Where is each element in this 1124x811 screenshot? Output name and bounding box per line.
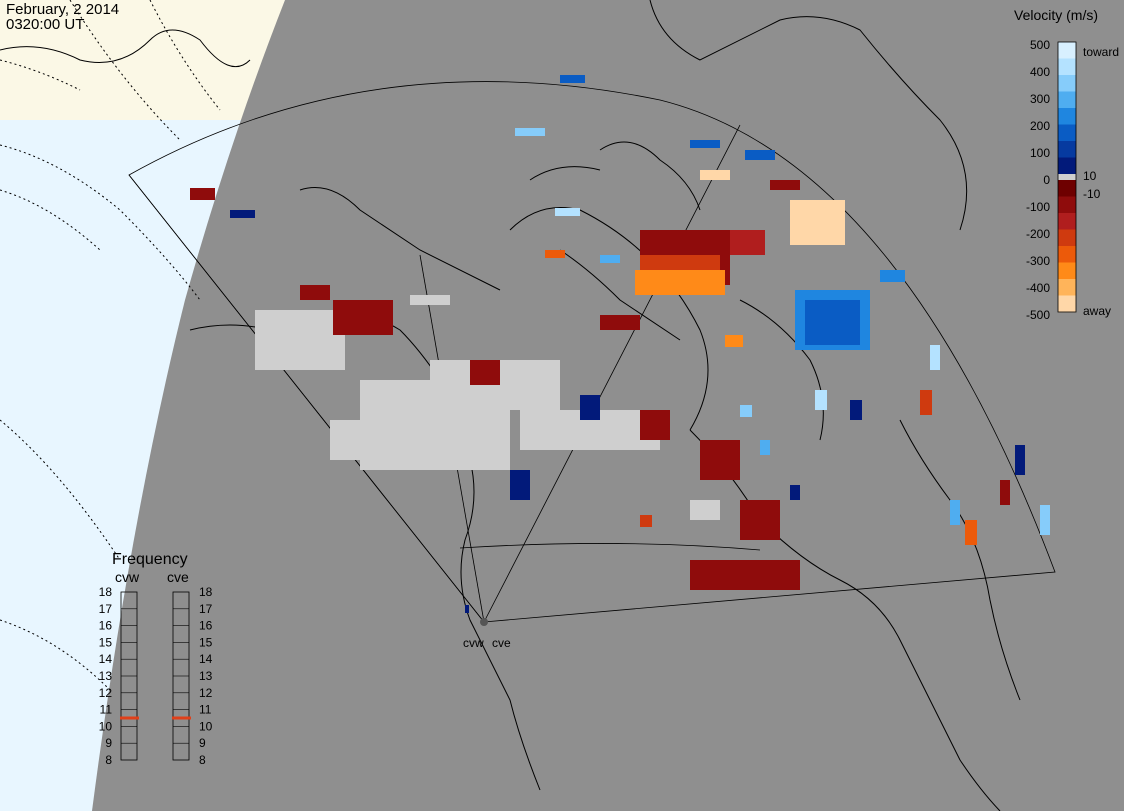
frequency-tick-label: 9: [199, 736, 206, 750]
velocity-color-away-0: [1058, 180, 1076, 197]
velocity-tick-label: -100: [1026, 200, 1050, 214]
velocity-color-away-4: [1058, 246, 1076, 263]
frequency-tick-label: 17: [199, 602, 213, 616]
frequency-col-cve: cve: [167, 569, 189, 585]
velocity-color-toward-1: [1058, 58, 1076, 76]
toward-velocity-cells: [230, 75, 1050, 613]
frequency-tick-label: 8: [199, 753, 206, 767]
velocity-colorbar: [1057, 41, 1077, 313]
radar-site-marker: [480, 618, 488, 626]
date-label: February, 2 2014: [6, 1, 120, 18]
latitude-grid: [0, 0, 221, 691]
ground-scatter-cells: [255, 295, 720, 520]
velocity-label-toward: toward: [1083, 45, 1119, 59]
frequency-col-cvw: cvw: [115, 569, 140, 585]
velocity-color-toward-3: [1058, 91, 1076, 109]
velocity-tick-label: -400: [1026, 281, 1050, 295]
velocity-tick-label: 100: [1030, 146, 1050, 160]
frequency-columns: 18 17 16 15 14 13 12 11 10 9 8 18 17 16 15 14 13 12 11 10 9 8: [99, 585, 213, 767]
velocity-label-away: away: [1083, 304, 1111, 318]
frequency-tick-label: 18: [199, 585, 213, 599]
frequency-tick-label: 16: [199, 619, 213, 633]
velocity-color-toward-7: [1058, 157, 1076, 175]
velocity-color-away-1: [1058, 196, 1076, 214]
frequency-tick-label: 14: [199, 652, 213, 666]
velocity-color-away-3: [1058, 229, 1076, 247]
velocity-color-zero: [1058, 174, 1076, 180]
velocity-legend-title: Velocity (m/s): [1014, 7, 1098, 23]
frequency-tick-label: 15: [199, 635, 213, 649]
map-region: [92, 0, 1124, 811]
velocity-color-away-2: [1058, 213, 1076, 230]
frequency-tick-label: 10: [99, 719, 113, 733]
velocity-color-toward-0: [1058, 42, 1076, 59]
velocity-color-toward-4: [1058, 108, 1076, 125]
frequency-tick-label: 16: [99, 619, 113, 633]
velocity-color-away-5: [1058, 262, 1076, 280]
radar-label-cve: cve: [492, 636, 511, 650]
velocity-tick-label: -300: [1026, 254, 1050, 268]
velocity-colorbar-frame: [1057, 41, 1077, 313]
velocity-tick-label: 500: [1030, 38, 1050, 52]
velocity-color-toward-6: [1058, 141, 1076, 158]
echo-cells: [190, 75, 1050, 613]
frequency-tick-label: 14: [99, 652, 113, 666]
velocity-tick-label: -500: [1026, 308, 1050, 322]
velocity-tick-label: 400: [1030, 65, 1050, 79]
frequency-tick-label: 8: [105, 753, 112, 767]
velocity-tick-label: 0: [1043, 173, 1050, 187]
radar-label-cvw: cvw: [463, 636, 484, 650]
frequency-title: Frequency: [112, 551, 188, 568]
polar-ice-region: [0, 0, 285, 120]
away-velocity-cells: [190, 170, 1010, 590]
velocity-color-away-6: [1058, 279, 1076, 296]
frequency-tick-label: 11: [199, 703, 212, 717]
frequency-tick-label: 13: [99, 669, 113, 683]
velocity-color-away-7: [1058, 295, 1076, 313]
velocity-tick-label: 200: [1030, 119, 1050, 133]
frequency-panel: Frequency cvw cve 1817161514131211109818…: [99, 551, 213, 767]
frequency-tick-label: 15: [99, 635, 113, 649]
velocity-legend: Velocity (m/s) toward away 500 400 300 200 1…: [1014, 7, 1119, 322]
velocity-tick-label: -200: [1026, 227, 1050, 241]
velocity-tick-label: 10: [1083, 169, 1097, 183]
velocity-color-toward-2: [1058, 75, 1076, 92]
time-label: 0320:00 UT: [6, 16, 85, 33]
velocity-color-toward-5: [1058, 124, 1076, 142]
velocity-tick-labels: 500400300200100100-10-100-200-300-400-50…: [1026, 38, 1101, 322]
frequency-tick-label: 17: [99, 602, 113, 616]
frequency-tick-label: 11: [100, 703, 113, 717]
fov-cve: [128, 81, 1056, 623]
velocity-tick-label: -10: [1083, 187, 1101, 201]
frequency-tick-label: 9: [105, 736, 112, 750]
frequency-tick-label: 13: [199, 669, 213, 683]
frequency-tick-label: 12: [199, 686, 213, 700]
frequency-tick-label: 12: [99, 686, 113, 700]
frequency-tick-label: 18: [99, 585, 113, 599]
frequency-tick-label: 10: [199, 719, 213, 733]
velocity-tick-label: 300: [1030, 92, 1050, 106]
